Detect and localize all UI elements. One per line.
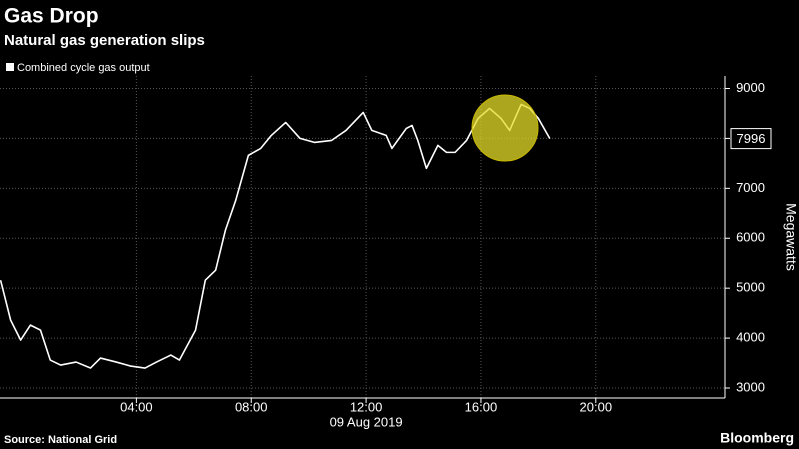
x-tick-label: 16:00 bbox=[465, 399, 498, 414]
date-label: 09 Aug 2019 bbox=[330, 414, 403, 429]
x-tick-label: 08:00 bbox=[235, 399, 268, 414]
last-value-box bbox=[730, 128, 772, 150]
line bbox=[0, 103, 551, 369]
y-tick-label: 4000 bbox=[736, 330, 765, 345]
y-tick-label: 9000 bbox=[736, 80, 765, 95]
x-tick-label: 20:00 bbox=[580, 399, 613, 414]
y-tick-label: 5000 bbox=[736, 280, 765, 295]
legend-label: Combined cycle gas output bbox=[17, 62, 150, 74]
y-tick-label: 7000 bbox=[736, 180, 765, 195]
y-tick-label: 3000 bbox=[736, 379, 765, 394]
x-tick-label: 04:00 bbox=[120, 399, 153, 414]
last-value-label: 7996 bbox=[737, 131, 766, 146]
highlight-circle bbox=[471, 94, 539, 162]
x-tick-label: 12:00 bbox=[350, 399, 383, 414]
y-tick-label: 6000 bbox=[736, 230, 765, 245]
legend-swatch bbox=[6, 63, 14, 71]
source: Source: National Grid bbox=[4, 434, 117, 446]
chart-subtitle: Natural gas generation slips bbox=[4, 32, 205, 49]
y-axis-label: Megawatts bbox=[783, 203, 799, 271]
chart-title: Gas Drop bbox=[4, 5, 99, 28]
brand: Bloomberg bbox=[720, 430, 794, 446]
